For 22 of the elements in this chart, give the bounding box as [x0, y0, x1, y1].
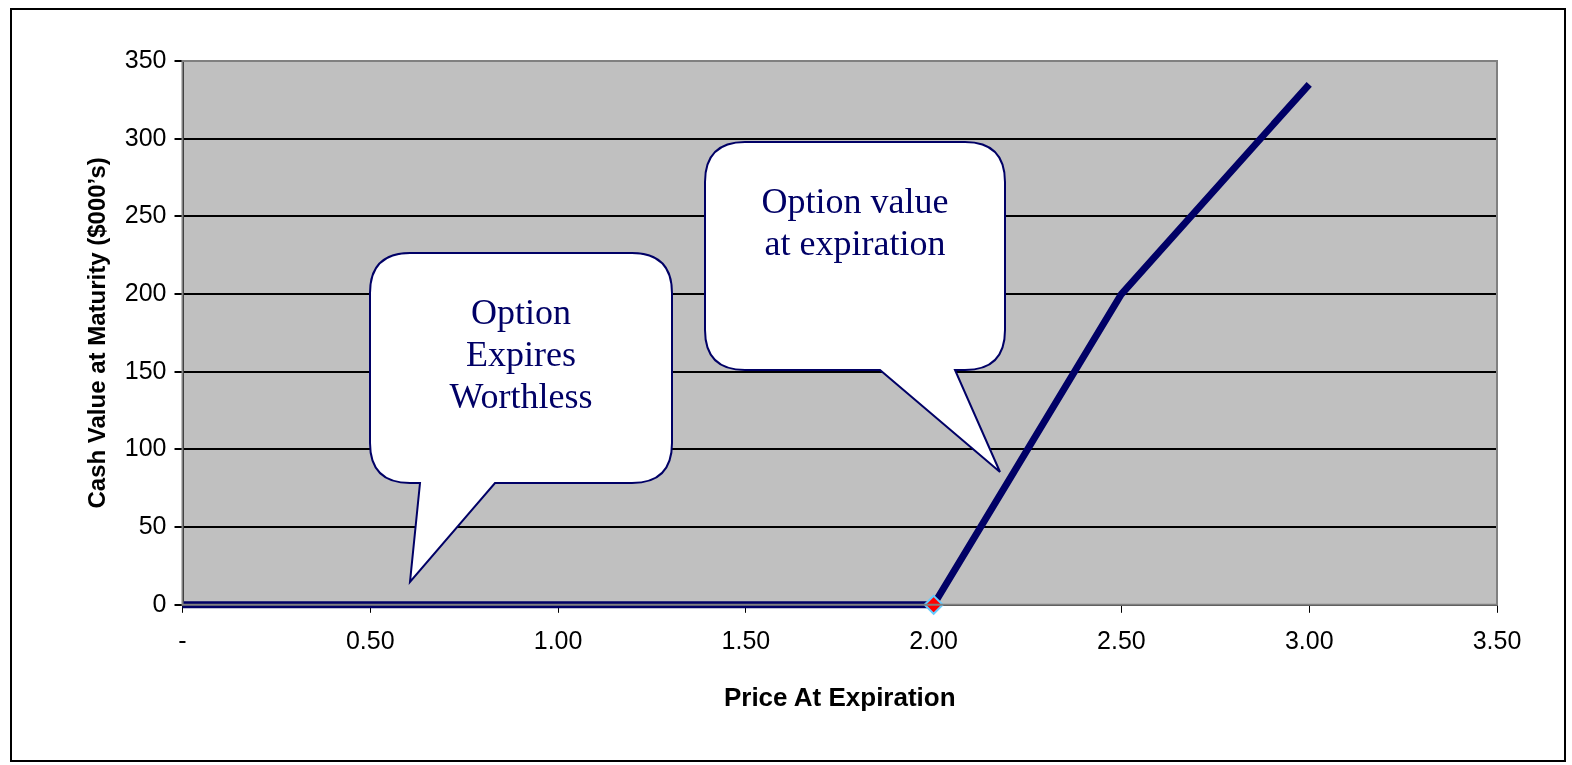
y-tick-label: 300 — [124, 122, 167, 151]
x-tick-label: 1.00 — [533, 625, 583, 654]
x-tick-label: 2.00 — [909, 625, 958, 654]
x-axis-title: Price At Expiration — [723, 681, 956, 712]
annotation: Option Expires Worthless — [449, 292, 593, 417]
speech-bubble: Option Expires Worthless — [368, 251, 674, 584]
y-tick-label: 250 — [124, 200, 167, 229]
x-tick-label: - — [178, 625, 187, 654]
speech-bubble: Option value at expiration — [703, 140, 1007, 474]
annotation: Option value at expiration — [761, 181, 949, 264]
y-tick-label: 100 — [124, 433, 167, 462]
y-tick-label: 0 — [152, 588, 167, 617]
x-tick-label: 0.50 — [345, 625, 395, 654]
x-tick-label: 2.50 — [1097, 625, 1146, 654]
y-tick-label: 150 — [124, 355, 167, 384]
y-axis-title: Cash Value at Maturity ($000’s) — [83, 157, 111, 509]
x-tick-label: 3.50 — [1472, 625, 1522, 654]
x-tick-label: 1.50 — [721, 625, 771, 654]
y-tick-label: 350 — [124, 44, 167, 73]
y-tick-label: 200 — [124, 277, 167, 306]
y-tick-label: 50 — [138, 511, 167, 539]
x-tick-label: 3.00 — [1284, 625, 1334, 654]
